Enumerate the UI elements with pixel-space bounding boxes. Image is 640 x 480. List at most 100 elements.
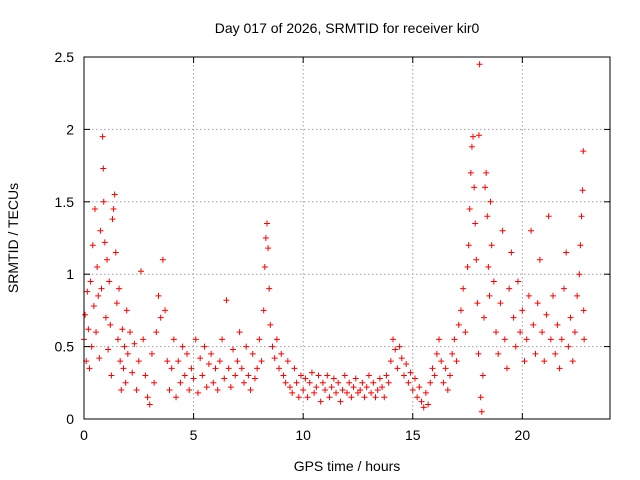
data-point xyxy=(266,285,273,292)
data-point xyxy=(227,384,234,391)
data-point xyxy=(403,360,410,367)
data-point xyxy=(328,384,335,391)
chart-title: Day 017 of 2026, SRMTID for receiver kir… xyxy=(215,20,480,36)
data-point xyxy=(499,227,506,234)
data-point xyxy=(359,379,366,386)
x-axis-ticks: 0 5 10 15 20 xyxy=(80,57,530,443)
data-point xyxy=(488,242,495,249)
data-point xyxy=(119,326,126,333)
data-point xyxy=(90,303,97,310)
data-point xyxy=(264,220,271,227)
x-tick-label: 5 xyxy=(190,427,198,443)
data-point xyxy=(300,387,307,394)
y-tick-label: 1 xyxy=(66,266,74,282)
data-point xyxy=(179,343,186,350)
data-point xyxy=(536,256,543,263)
data-point xyxy=(197,355,204,362)
data-point xyxy=(243,343,250,350)
data-point xyxy=(148,350,155,357)
data-point xyxy=(361,394,368,401)
data-point xyxy=(460,285,467,292)
data-point xyxy=(190,375,197,382)
data-point xyxy=(212,365,219,372)
data-point xyxy=(276,365,283,372)
data-point xyxy=(106,278,113,285)
data-point xyxy=(170,336,177,343)
data-point xyxy=(155,292,162,299)
data-point xyxy=(466,206,473,213)
data-point xyxy=(508,249,515,256)
data-point xyxy=(223,297,230,304)
data-point xyxy=(112,249,119,256)
data-point xyxy=(159,256,166,263)
data-point xyxy=(521,358,528,365)
data-point xyxy=(131,340,138,347)
data-point xyxy=(82,311,89,318)
data-point xyxy=(245,372,252,379)
data-point xyxy=(203,384,210,391)
data-point xyxy=(324,372,331,379)
data-point xyxy=(157,314,164,321)
data-point xyxy=(374,387,381,394)
data-point xyxy=(383,372,390,379)
data-point xyxy=(490,278,497,285)
data-point xyxy=(438,358,445,365)
data-point xyxy=(470,133,477,140)
data-point xyxy=(116,285,123,292)
data-point xyxy=(487,198,494,205)
data-point xyxy=(547,336,554,343)
data-point xyxy=(565,343,572,350)
data-point xyxy=(436,336,443,343)
data-point xyxy=(579,187,586,194)
data-point xyxy=(370,379,377,386)
data-point xyxy=(464,263,471,270)
data-point xyxy=(473,256,480,263)
data-point xyxy=(96,355,103,362)
data-point xyxy=(306,379,313,386)
data-points xyxy=(81,61,588,415)
data-point xyxy=(192,336,199,343)
data-point xyxy=(514,278,521,285)
data-point xyxy=(101,239,108,246)
data-point xyxy=(517,329,524,336)
data-point xyxy=(387,358,394,365)
data-point xyxy=(151,379,158,386)
x-tick-label: 0 xyxy=(80,427,88,443)
data-point xyxy=(225,365,232,372)
data-point xyxy=(210,379,217,386)
data-point xyxy=(577,242,584,249)
data-point xyxy=(392,346,399,353)
data-point xyxy=(471,184,478,191)
data-point xyxy=(280,372,287,379)
data-point xyxy=(357,387,364,394)
data-point xyxy=(506,285,513,292)
data-point xyxy=(164,358,171,365)
x-tick-label: 20 xyxy=(515,427,531,443)
y-tick-label: 2.5 xyxy=(55,49,75,65)
data-point xyxy=(532,350,539,357)
y-tick-label: 0.5 xyxy=(55,339,75,355)
data-point xyxy=(465,242,472,249)
data-point xyxy=(269,343,276,350)
data-point xyxy=(260,307,267,314)
data-point xyxy=(91,206,98,213)
data-point xyxy=(258,358,265,365)
data-point xyxy=(385,379,392,386)
data-point xyxy=(118,387,125,394)
data-point xyxy=(563,249,570,256)
data-point xyxy=(541,358,548,365)
data-point xyxy=(390,336,397,343)
data-point xyxy=(409,387,416,394)
data-point xyxy=(580,148,587,155)
data-point xyxy=(352,375,359,382)
data-point xyxy=(476,61,483,68)
y-tick-label: 2 xyxy=(66,121,74,137)
data-point xyxy=(98,285,105,292)
data-point xyxy=(486,292,493,299)
data-point xyxy=(230,346,237,353)
data-point xyxy=(201,343,208,350)
data-point xyxy=(440,379,447,386)
data-point xyxy=(100,198,107,205)
data-point xyxy=(543,311,550,318)
data-point xyxy=(313,384,320,391)
